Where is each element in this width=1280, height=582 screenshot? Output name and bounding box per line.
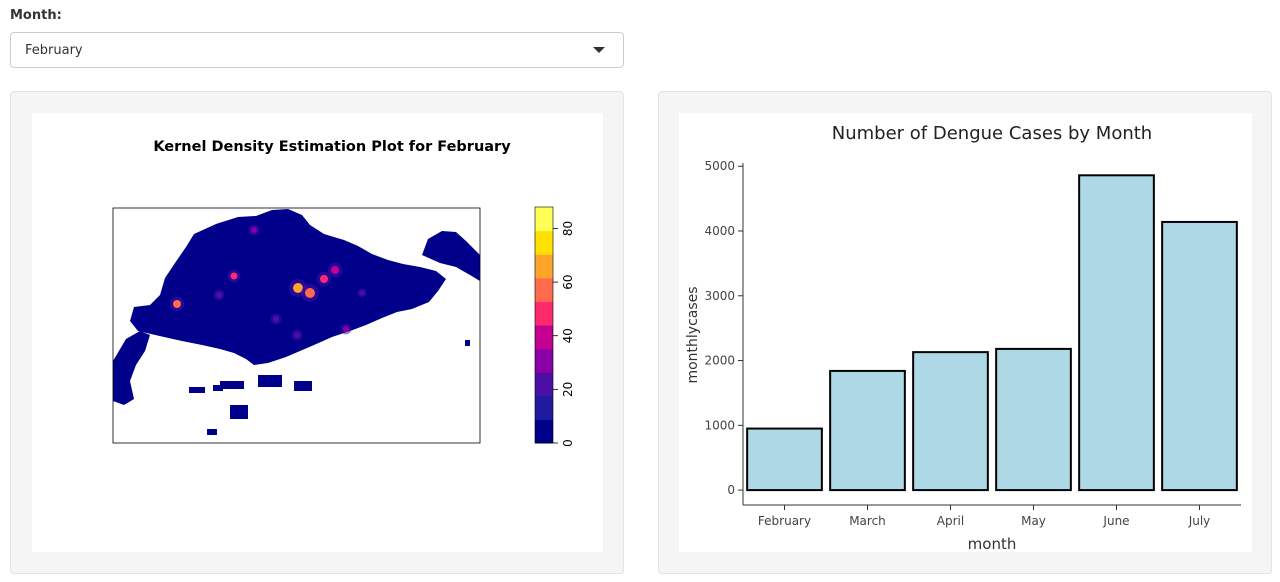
kde-legend-swatch xyxy=(535,395,553,420)
kde-legend-swatch xyxy=(535,348,553,373)
month-label: Month: xyxy=(10,8,62,23)
bar-march[interactable] xyxy=(829,369,906,492)
bar-chart-card: Number of Dengue Cases by Month monthlyc… xyxy=(679,113,1252,553)
kde-map-region xyxy=(294,381,312,391)
kde-hotspot xyxy=(331,266,339,274)
kde-hotspot xyxy=(294,332,300,338)
bar-may[interactable] xyxy=(995,347,1072,492)
x-axis-label: month xyxy=(968,535,1017,552)
x-tick-label: June xyxy=(1102,514,1129,528)
kde-map-region xyxy=(258,375,282,387)
y-tick-label: 1000 xyxy=(704,418,735,432)
kde-map-region xyxy=(220,381,244,389)
kde-legend-swatch xyxy=(535,254,553,279)
kde-legend-tick-label: 0 xyxy=(561,439,575,447)
kde-map-region xyxy=(465,340,470,346)
kde-legend-frame xyxy=(534,206,554,444)
kde-legend-swatch xyxy=(535,372,553,397)
kde-legend-tick-label: 40 xyxy=(561,328,575,343)
kde-legend-swatch xyxy=(535,301,553,326)
kde-hotspot xyxy=(251,227,257,233)
month-select-value: February xyxy=(25,43,83,58)
kde-panel: Kernel Density Estimation Plot for Febru… xyxy=(10,91,624,574)
x-tick-label: July xyxy=(1188,514,1211,528)
kde-hotspot xyxy=(216,292,222,298)
kde-map-region xyxy=(113,331,150,405)
kde-map-region xyxy=(422,231,480,281)
x-tick-label: February xyxy=(758,514,811,528)
bar-chart: Number of Dengue Cases by Month monthlyc… xyxy=(685,123,1241,553)
kde-map-frame xyxy=(112,207,481,444)
y-tick-label: 4000 xyxy=(704,224,735,238)
bar-april[interactable] xyxy=(912,351,989,492)
bar-june[interactable] xyxy=(1078,174,1155,492)
kde-hotspot xyxy=(359,290,365,296)
y-tick-label: 3000 xyxy=(704,289,735,303)
bar-july[interactable] xyxy=(1161,220,1238,492)
bar-chart-panel: Number of Dengue Cases by Month monthlyc… xyxy=(658,91,1272,574)
kde-hotspot xyxy=(320,275,328,283)
kde-legend-tick-label: 80 xyxy=(561,221,575,236)
kde-map-region xyxy=(207,429,217,435)
kde-hotspot xyxy=(305,288,315,298)
kde-title: Kernel Density Estimation Plot for Febru… xyxy=(153,139,511,155)
kde-hotspot xyxy=(173,300,181,308)
kde-legend-swatch xyxy=(535,230,553,255)
month-select[interactable]: February xyxy=(10,32,624,68)
y-tick-label: 0 xyxy=(727,483,735,497)
kde-map-region xyxy=(230,405,248,419)
kde-card: Kernel Density Estimation Plot for Febru… xyxy=(32,113,603,552)
x-tick-label: April xyxy=(937,514,964,528)
kde-map-region xyxy=(213,385,223,391)
kde-map-region xyxy=(130,209,446,365)
x-tick-label: May xyxy=(1021,514,1046,528)
kde-hotspot xyxy=(293,283,303,293)
kde-hotspot xyxy=(343,326,349,332)
kde-legend-tick-label: 60 xyxy=(561,274,575,289)
kde-plot: Kernel Density Estimation Plot for Febru… xyxy=(112,139,575,447)
kde-legend-swatch xyxy=(535,207,553,232)
y-axis-label: monthlycases xyxy=(685,286,701,383)
bar-chart-title: Number of Dengue Cases by Month xyxy=(832,123,1152,144)
y-tick-label: 5000 xyxy=(704,159,735,173)
kde-legend-swatch xyxy=(535,325,553,350)
bar-february[interactable] xyxy=(746,427,823,492)
kde-legend-tick-label: 20 xyxy=(561,382,575,397)
kde-legend-swatch xyxy=(535,277,553,302)
x-tick-label: March xyxy=(849,514,886,528)
y-tick-label: 2000 xyxy=(704,354,735,368)
chevron-down-icon[interactable] xyxy=(593,47,605,53)
kde-legend-swatch xyxy=(535,419,553,444)
kde-map-region xyxy=(189,387,205,393)
kde-hotspot xyxy=(273,316,279,322)
kde-hotspot xyxy=(230,272,238,280)
